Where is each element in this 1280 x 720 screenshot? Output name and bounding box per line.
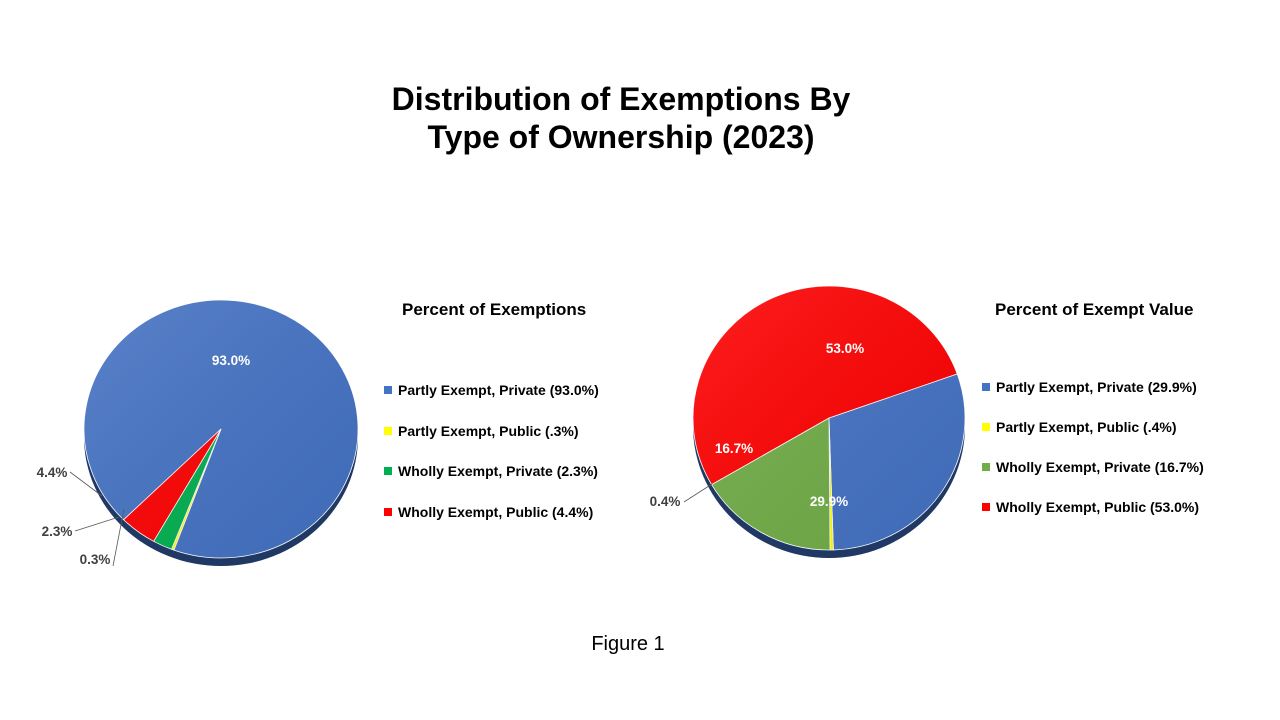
chart-title-percent-of-exemptions: Percent of Exemptions xyxy=(402,300,587,319)
data-label-partly-exempt-private: 93.0% xyxy=(212,353,250,368)
data-label-partly-exempt-public: 0.3% xyxy=(80,552,111,567)
legend-label: Partly Exempt, Public (.3%) xyxy=(398,423,579,439)
data-label-partly-exempt-public: 0.4% xyxy=(650,494,681,509)
legend-swatch xyxy=(982,423,990,431)
legend-swatch xyxy=(384,427,392,435)
data-label-partly-exempt-private: 29.9% xyxy=(810,494,848,509)
pie-shading xyxy=(84,300,358,558)
legend-item: Wholly Exempt, Private (16.7%) xyxy=(982,459,1204,475)
legend-label: Partly Exempt, Private (29.9%) xyxy=(996,379,1197,395)
page-title: Distribution of Exemptions By Type of Ow… xyxy=(0,80,1242,156)
legend-swatch xyxy=(384,386,392,394)
legend-label: Wholly Exempt, Public (4.4%) xyxy=(398,504,594,520)
legend-item: Partly Exempt, Private (93.0%) xyxy=(384,382,599,398)
legend-swatch xyxy=(384,508,392,516)
page-title-line-2: Type of Ownership (2023) xyxy=(427,119,815,155)
leader-line xyxy=(112,508,125,567)
legend-item: Wholly Exempt, Private (2.3%) xyxy=(384,463,598,479)
pie-shading xyxy=(693,286,965,550)
leader-line xyxy=(69,471,103,497)
chart-title-percent-of-exempt-value: Percent of Exempt Value xyxy=(995,300,1194,319)
data-label-wholly-exempt-private: 16.7% xyxy=(715,441,753,456)
legend-swatch xyxy=(982,383,990,391)
pie-chart-exemptions: 93.0% 0.3% 2.3% 4.4% xyxy=(37,299,359,567)
data-label-wholly-exempt-public: 53.0% xyxy=(826,341,864,356)
legend-label: Partly Exempt, Private (93.0%) xyxy=(398,382,599,398)
legend-item: Wholly Exempt, Public (53.0%) xyxy=(982,499,1199,515)
data-label-wholly-exempt-private: 2.3% xyxy=(42,524,73,539)
pie-chart-exempt-value: 29.9% 0.4% 16.7% 53.0% xyxy=(650,285,966,558)
legend-item: Partly Exempt, Private (29.9%) xyxy=(982,379,1197,395)
legend-item: Partly Exempt, Public (.4%) xyxy=(982,419,1177,435)
legend-swatch xyxy=(982,463,990,471)
legend-label: Wholly Exempt, Private (16.7%) xyxy=(996,459,1204,475)
data-label-wholly-exempt-public: 4.4% xyxy=(37,465,68,480)
legend-item: Wholly Exempt, Public (4.4%) xyxy=(384,504,593,520)
legend-item: Partly Exempt, Public (.3%) xyxy=(384,423,579,439)
figure-caption: Figure 1 xyxy=(591,633,665,655)
leader-line xyxy=(74,516,120,532)
legend-label: Wholly Exempt, Private (2.3%) xyxy=(398,463,598,479)
legend-label: Partly Exempt, Public (.4%) xyxy=(996,419,1177,435)
leader-line xyxy=(683,483,713,503)
legend-label: Wholly Exempt, Public (53.0%) xyxy=(996,499,1200,515)
page-title-line-1: Distribution of Exemptions By xyxy=(391,81,851,117)
legend-swatch xyxy=(982,503,990,511)
legend-swatch xyxy=(384,467,392,475)
